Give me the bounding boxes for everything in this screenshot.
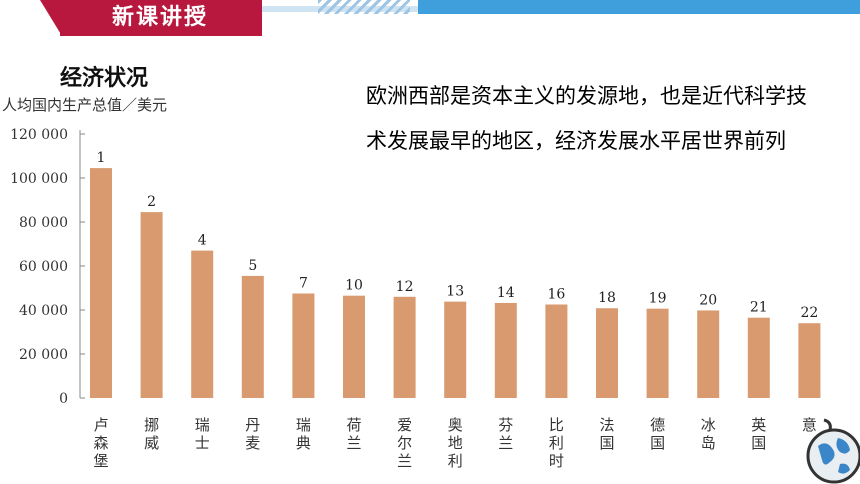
chart-x-tick-label: 岛: [701, 434, 716, 452]
chart-data-label: 16: [547, 287, 565, 303]
chart-data-label: 2: [147, 194, 156, 210]
chart-bar: [798, 323, 821, 398]
chart-y-axis-label: 人均国内生产总值／美元: [2, 96, 168, 114]
chart-bar: [444, 301, 467, 398]
chart-x-tick-label: 地: [448, 434, 463, 452]
chart-x-tick-label: 国: [599, 434, 614, 452]
chart-x-tick-label: 爱: [397, 416, 412, 434]
chart-data-label: 22: [800, 305, 818, 321]
chart-data-label: 14: [497, 285, 515, 301]
chart-x-tick-label: 意: [802, 416, 817, 434]
chart-x-tick-label: 时: [549, 452, 564, 470]
chart-data-label: 1: [97, 150, 106, 166]
chart-y-tick-label: 20 000: [19, 347, 68, 363]
chart-data-label: 21: [750, 300, 768, 316]
chart-y-tick-label: 120 000: [10, 127, 68, 143]
chart-data-label: 10: [345, 278, 363, 294]
chart-x-tick-label: 比: [549, 416, 564, 434]
chart-bar: [191, 250, 214, 398]
chart-x-tick-label: 利: [448, 452, 463, 470]
chart-bar: [393, 296, 416, 398]
chart-bar: [747, 317, 770, 398]
chart-data-label: 13: [446, 284, 464, 300]
chart-data-label: 18: [598, 290, 616, 306]
chart-x-tick-label: 奥: [448, 416, 463, 434]
chart-x-tick-label: 堡: [93, 452, 108, 470]
chart-x-tick-label: 挪: [144, 416, 159, 434]
chart-x-tick-label: 兰: [346, 434, 361, 452]
chart-x-tick-label: 麦: [245, 434, 260, 452]
chart-bar: [292, 293, 315, 398]
globe-icon: [806, 418, 860, 484]
chart-x-tick-label: 尔: [397, 434, 412, 452]
header-banner: [60, 0, 262, 36]
chart-x-tick-label: 利: [549, 434, 564, 452]
chart-x-tick-label: 国: [650, 434, 665, 452]
section-title: 经济状况: [60, 66, 149, 91]
chart-x-tick-label: 兰: [397, 452, 412, 470]
chart-bar: [646, 308, 669, 398]
chart-x-tick-label: 丹: [245, 416, 260, 434]
chart-bar: [90, 168, 112, 398]
chart-y-tick-label: 100 000: [10, 171, 68, 187]
chart-x-tick-label: 兰: [498, 434, 513, 452]
chart-bar: [140, 212, 163, 398]
chart-x-tick-label: 卢: [93, 416, 108, 434]
chart-bar: [697, 310, 720, 398]
chart-bar: [596, 308, 618, 398]
description-text: 欧洲西部是资本主义的发源地，也是近代科学技术发展最早的地区，经济发展水平居世界前…: [366, 84, 807, 153]
header-stripes: [318, 0, 410, 14]
chart-bar: [241, 275, 264, 398]
gdp-bar-chart: 0 20 000 40 000 60 000 80 000 100 000 120 000 1…: [10, 127, 821, 470]
chart-x-tick-label: 瑞: [296, 416, 311, 434]
chart-data-label: 20: [699, 292, 717, 308]
chart-x-tick-label: 芬: [498, 416, 513, 434]
chart-data-label: 4: [198, 233, 207, 249]
chart-x-tick-label: 威: [144, 434, 159, 452]
chart-data-label: 5: [248, 258, 257, 274]
chart-bar: [343, 295, 365, 398]
chart-x-tick-label: 士: [195, 434, 210, 452]
header-title: 新课讲授: [111, 5, 208, 30]
chart-y-tick-label: 0: [59, 391, 68, 407]
chart-x-tick-label: 法: [599, 416, 614, 434]
chart-x-tick-label: 英: [751, 416, 766, 434]
chart-x-tick-label: 典: [296, 434, 311, 452]
chart-x-tick-label: 瑞: [195, 416, 210, 434]
chart-y-tick-label: 60 000: [19, 259, 68, 275]
chart-x-tick-label: 森: [93, 434, 108, 452]
chart-x-tick-label: 荷: [346, 416, 361, 434]
chart-y-tick-label: 40 000: [19, 303, 68, 319]
chart-data-label: 12: [396, 279, 414, 295]
chart-bar: [494, 302, 517, 398]
chart-x-tick-label: 德: [650, 416, 665, 434]
chart-x-tick-label: 国: [751, 434, 766, 452]
chart-bar: [545, 304, 568, 398]
chart-x-tick-label: 冰: [701, 416, 716, 434]
header-banner-corner: [40, 0, 62, 36]
header-bar: [418, 0, 860, 14]
chart-data-label: 19: [649, 291, 667, 307]
chart-y-tick-label: 80 000: [19, 215, 68, 231]
chart-data-label: 7: [299, 276, 308, 292]
